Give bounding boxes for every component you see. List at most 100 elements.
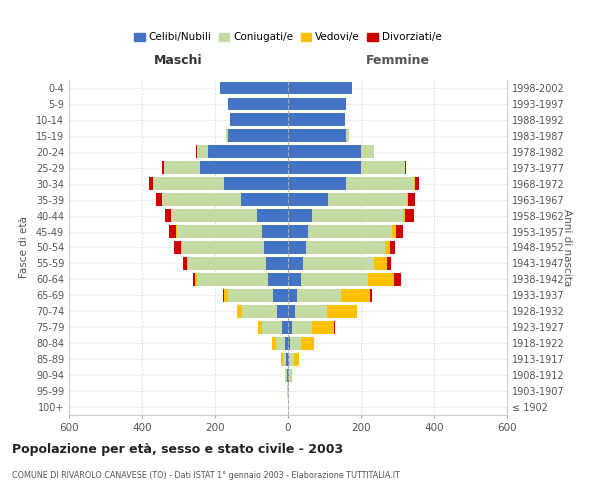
Bar xyxy=(328,305,356,318)
Bar xyxy=(290,337,301,349)
Bar xyxy=(301,273,368,286)
Bar xyxy=(268,273,288,286)
Bar xyxy=(276,337,285,349)
Bar xyxy=(306,241,385,254)
Bar xyxy=(415,178,419,190)
Bar xyxy=(394,273,401,286)
Bar xyxy=(228,98,288,110)
Bar xyxy=(297,289,341,302)
Bar xyxy=(288,257,302,270)
Bar xyxy=(274,289,288,302)
Text: Femmine: Femmine xyxy=(365,54,430,68)
Bar xyxy=(282,321,288,334)
Bar xyxy=(288,82,352,94)
Bar xyxy=(264,241,288,254)
Bar xyxy=(312,209,403,222)
Bar xyxy=(288,194,328,206)
Bar xyxy=(405,162,406,174)
Bar xyxy=(149,178,152,190)
Bar xyxy=(370,289,372,302)
Bar xyxy=(262,225,288,238)
Bar xyxy=(289,368,290,382)
Legend: Celibi/Nubili, Coniugati/e, Vedovi/e, Divorziati/e: Celibi/Nubili, Coniugati/e, Vedovi/e, Di… xyxy=(130,28,446,46)
Bar xyxy=(164,162,200,174)
Bar xyxy=(286,368,287,382)
Bar xyxy=(228,130,288,142)
Bar xyxy=(344,114,346,126)
Bar xyxy=(288,114,344,126)
Bar xyxy=(288,178,346,190)
Bar xyxy=(288,225,308,238)
Text: Maschi: Maschi xyxy=(154,54,203,68)
Bar xyxy=(407,194,408,206)
Bar xyxy=(193,273,195,286)
Text: Popolazione per età, sesso e stato civile - 2003: Popolazione per età, sesso e stato civil… xyxy=(12,442,343,456)
Bar xyxy=(181,241,182,254)
Bar xyxy=(361,146,374,158)
Bar xyxy=(374,257,386,270)
Bar xyxy=(288,289,297,302)
Bar xyxy=(361,162,405,174)
Bar xyxy=(288,130,346,142)
Bar xyxy=(166,209,171,222)
Bar xyxy=(346,130,349,142)
Bar xyxy=(182,241,264,254)
Bar xyxy=(285,337,288,349)
Bar xyxy=(288,162,361,174)
Bar xyxy=(288,209,312,222)
Bar xyxy=(288,353,289,366)
Bar xyxy=(224,289,228,302)
Bar xyxy=(288,368,289,382)
Bar xyxy=(208,146,288,158)
Bar xyxy=(162,194,241,206)
Bar xyxy=(174,241,181,254)
Bar xyxy=(258,321,262,334)
Bar xyxy=(183,257,187,270)
Bar xyxy=(341,289,370,302)
Bar xyxy=(288,337,290,349)
Bar xyxy=(224,178,288,190)
Bar xyxy=(237,305,242,318)
Bar xyxy=(272,337,276,349)
Bar xyxy=(392,225,395,238)
Bar xyxy=(223,289,224,302)
Bar xyxy=(308,225,392,238)
Bar xyxy=(356,305,358,318)
Bar xyxy=(286,353,288,366)
Bar xyxy=(290,368,292,382)
Bar xyxy=(242,305,277,318)
Bar xyxy=(288,305,295,318)
Bar xyxy=(230,114,288,126)
Bar xyxy=(241,194,288,206)
Bar xyxy=(346,178,414,190)
Bar xyxy=(277,305,288,318)
Bar xyxy=(195,273,197,286)
Bar xyxy=(200,162,288,174)
Bar xyxy=(390,241,395,254)
Bar xyxy=(153,178,224,190)
Bar xyxy=(414,178,415,190)
Bar xyxy=(403,209,405,222)
Text: COMUNE DI RIVAROLO CANAVESE (TO) - Dati ISTAT 1° gennaio 2003 - Elaborazione TUT: COMUNE DI RIVAROLO CANAVESE (TO) - Dati … xyxy=(12,471,400,480)
Bar xyxy=(226,130,228,142)
Bar xyxy=(162,162,164,174)
Bar xyxy=(288,241,306,254)
Bar xyxy=(288,98,346,110)
Bar xyxy=(301,337,314,349)
Bar xyxy=(283,353,286,366)
Text: Anni di nascita: Anni di nascita xyxy=(562,209,572,286)
Bar xyxy=(328,194,407,206)
Bar xyxy=(187,257,188,270)
Bar xyxy=(368,273,394,286)
Bar xyxy=(176,225,262,238)
Bar xyxy=(385,241,390,254)
Bar xyxy=(171,209,257,222)
Bar xyxy=(295,305,328,318)
Bar xyxy=(288,146,361,158)
Bar xyxy=(287,368,288,382)
Bar xyxy=(294,353,299,366)
Bar xyxy=(313,321,334,334)
Bar xyxy=(156,194,162,206)
Bar xyxy=(292,321,313,334)
Bar xyxy=(188,257,266,270)
